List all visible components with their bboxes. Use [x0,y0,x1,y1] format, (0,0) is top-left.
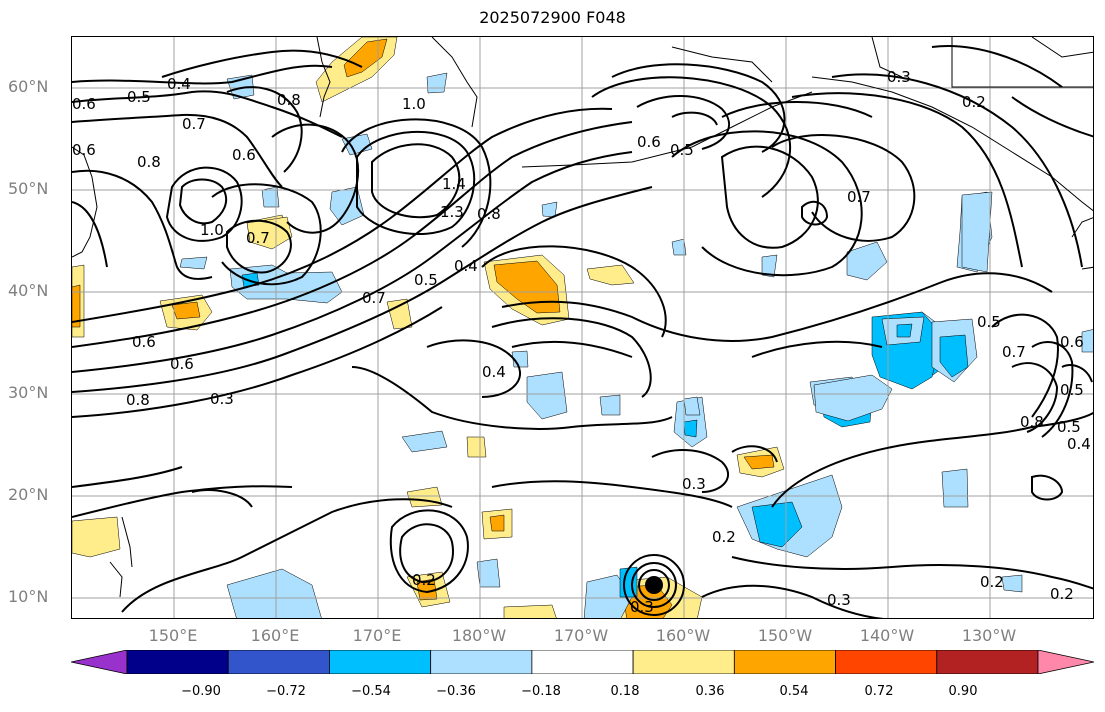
contour-label: 0.6 [72,95,96,113]
colorbar-tick: 0.18 [610,684,640,699]
lon-label: 130°W [961,626,1017,645]
lon-label: 160°W [655,626,711,645]
lat-label: 60°N [8,77,49,96]
graticule [72,37,1093,618]
lat-label: 50°N [8,179,49,198]
lon-label: 150°E [148,626,198,645]
colorbar-segment [329,650,432,674]
colorbar [71,650,1094,674]
colorbar-tick: −0.54 [351,684,391,699]
contour-label: 0.5 [1057,418,1081,436]
contour-label: 0.6 [132,333,156,351]
contour-labels: 0.4 0.5 0.6 0.7 0.8 1.0 0.6 0.8 1.0 1.4 … [72,68,1091,616]
coastlines [72,37,1093,598]
contour-label: 0.4 [1067,435,1091,453]
contour-label: 0.2 [962,93,986,111]
contour-label: 0.6 [72,141,96,159]
contour-label: 0.8 [137,153,161,171]
lon-label: 150°W [757,626,813,645]
contour-label: 0.2 [712,528,736,546]
contour-label: 0.5 [1060,381,1084,399]
contour-label: 0.5 [977,313,1001,331]
contour-label: 0.5 [414,271,438,289]
colorbar-tick: 0.72 [864,684,894,699]
contour-label: 0.7 [847,188,871,206]
contour-lines [72,45,1093,618]
contour-label: 0.2 [980,573,1004,591]
contour-label: 0.8 [277,91,301,109]
colorbar-segment [227,650,330,674]
lon-label: 160°E [250,626,300,645]
contour-label: 0.6 [637,133,661,151]
colorbar-extend-low [71,650,128,674]
contour-label: 0.3 [827,591,851,609]
lat-label: 20°N [8,485,49,504]
map-canvas: 0.4 0.5 0.6 0.7 0.8 1.0 0.6 0.8 1.0 1.4 … [72,37,1093,618]
contour-label: 1.3 [440,203,464,221]
colorbar-tick: −0.90 [181,684,221,699]
colorbar-segment [733,650,836,674]
lon-label: 140°W [859,626,915,645]
lat-label: 10°N [8,587,49,606]
colorbar-tick: 0.54 [779,684,809,699]
colorbar-tick: −0.72 [266,684,306,699]
contour-label: 0.4 [454,257,478,275]
lon-label: 170°E [352,626,402,645]
contour-label: 0.8 [477,205,501,223]
contour-label: 1.0 [200,221,224,239]
lon-label: 170°W [553,626,609,645]
contour-label: 0.5 [670,141,694,159]
contour-label: 0.6 [1060,333,1084,351]
colorbar-extend-high [1037,650,1094,674]
contour-label: 0.3 [630,598,654,616]
contour-label: 0.2 [1050,585,1074,603]
shading-layer [72,37,1093,618]
contour-label: 0.7 [182,115,206,133]
contour-label: 0.3 [682,475,706,493]
contour-label: 0.4 [482,363,506,381]
colorbar-tick: −0.18 [521,684,561,699]
contour-label: 0.2 [412,571,436,589]
colorbar-tick: −0.36 [436,684,476,699]
colorbar-segment [835,650,938,674]
colorbar-segment [632,650,735,674]
contour-label: 0.8 [1020,413,1044,431]
contour-label: 1.0 [402,95,426,113]
cyclone-marker [623,554,685,616]
colorbar-tick: 0.36 [695,684,725,699]
colorbar-segment [936,650,1039,674]
lon-label: 180°W [451,626,507,645]
contour-label: 0.5 [127,88,151,106]
contour-label: 0.6 [232,146,256,164]
contour-label: 0.7 [362,289,386,307]
contour-label: 0.7 [1002,343,1026,361]
colorbar-segment [531,650,634,674]
map-title: 2025072900 F048 [479,8,626,27]
colorbar-tick: 0.90 [948,684,978,699]
contour-label: 0.6 [170,355,194,373]
contour-label: 1.4 [442,175,466,193]
lat-label: 40°N [8,281,49,300]
colorbar-segment [126,650,229,674]
colorbar-segment [430,650,533,674]
map-panel[interactable]: 0.4 0.5 0.6 0.7 0.8 1.0 0.6 0.8 1.0 1.4 … [71,36,1094,619]
contour-label: 0.3 [210,390,234,408]
contour-label: 0.3 [887,68,911,86]
lat-label: 30°N [8,383,49,402]
contour-label: 0.4 [167,75,191,93]
contour-label: 0.8 [126,391,150,409]
contour-label: 0.7 [246,229,270,247]
